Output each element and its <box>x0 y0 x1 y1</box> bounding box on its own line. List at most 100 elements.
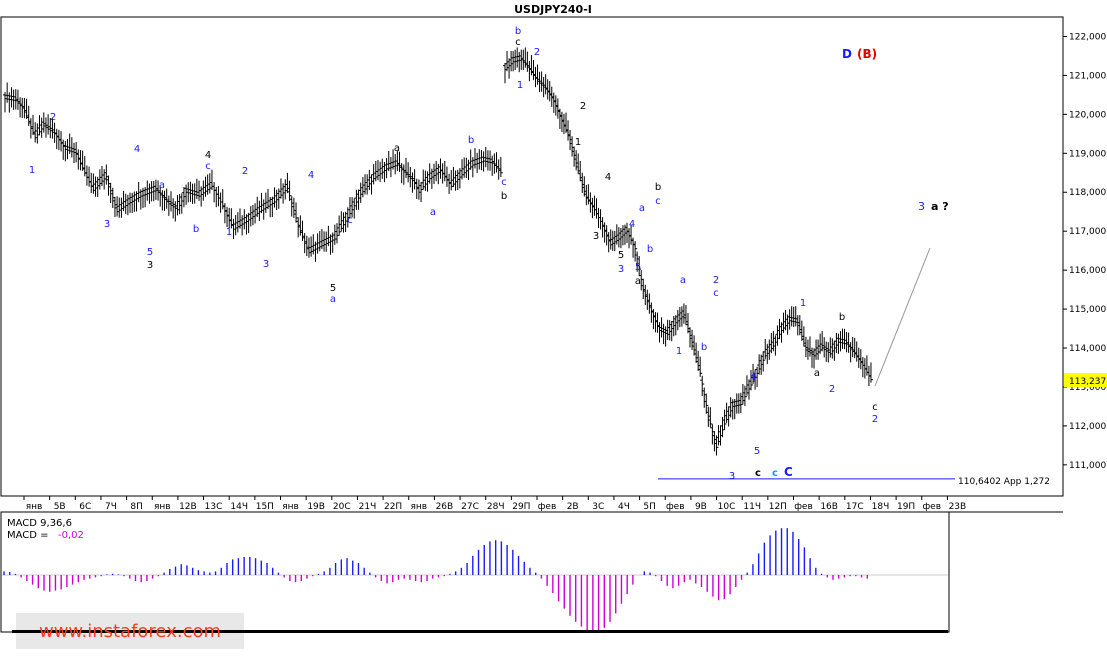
chart-title: USDJPY240-I <box>514 3 592 16</box>
wave-count-mark: 2 <box>829 384 835 395</box>
current-price-label: 113,237 <box>1069 377 1106 387</box>
time-tick-label: 3С <box>592 502 604 512</box>
wave-count-mark: 3 <box>593 231 599 242</box>
price-tick-label: 120,000 <box>1069 110 1106 120</box>
wave-count-mark: 5 <box>618 250 624 261</box>
wave-count-mark: 1 <box>800 298 806 309</box>
wave-label-c-cyan: c <box>772 468 778 479</box>
time-tick-label: 17С <box>846 502 864 512</box>
time-tick-label: фев <box>922 502 941 512</box>
wave-count-mark: 1 <box>517 80 523 91</box>
price-tick-label: 112,000 <box>1069 422 1106 432</box>
time-tick-label: 21Ч <box>359 502 377 512</box>
wave-count-mark: a <box>430 207 436 218</box>
wave-count-mark: 3 <box>729 471 735 482</box>
price-tick-label: 116,000 <box>1069 266 1106 276</box>
wave-count-mark: c <box>515 37 521 48</box>
time-tick-label: 23В <box>949 502 967 512</box>
time-tick-label: 14Ч <box>230 502 248 512</box>
macd-histogram <box>3 528 868 633</box>
wave-count-mark: a <box>394 143 400 154</box>
watermark-text: www.instaforex.com <box>39 621 221 642</box>
wave-count-mark: 4 <box>750 372 756 383</box>
wave-count-mark: c <box>872 402 878 413</box>
wave-count-mark: a <box>814 368 820 379</box>
time-tick-label: 12В <box>179 502 197 512</box>
wave-count-annotations: 123453ab4c12345acaabcbbc12213453a4ab5cba… <box>29 26 878 482</box>
wave-count-mark: 1 <box>226 227 232 238</box>
price-tick-label: 115,000 <box>1069 305 1106 315</box>
price-tick-label: 114,000 <box>1069 344 1106 354</box>
price-tick-label: 122,000 <box>1069 32 1106 42</box>
time-tick-label: 22П <box>384 502 402 512</box>
wave-label-a-question: a ? <box>931 200 949 213</box>
wave-count-mark: 2 <box>50 112 56 123</box>
macd-label: MACD 9,36,6 <box>7 518 72 529</box>
price-tick-label: 119,000 <box>1069 149 1106 159</box>
wave-count-mark: 1 <box>29 165 35 176</box>
wave-count-mark: 4 <box>205 150 211 161</box>
wave-count-mark: c <box>713 288 719 299</box>
macd-value-prefix: MACD = <box>7 530 49 541</box>
price-axis-ticks: 122,000 121,000 120,000 119,000 118,000 117,0… <box>1063 32 1106 471</box>
wave-count-mark: 5 <box>330 283 336 294</box>
wave-count-mark: 2 <box>580 101 586 112</box>
wave-label-big-c: C <box>784 465 793 479</box>
time-tick-label: 6С <box>79 502 91 512</box>
time-tick-label: янв <box>282 502 299 512</box>
current-price-box <box>1064 373 1107 387</box>
projection-line <box>874 247 931 387</box>
time-tick-label: 4Ч <box>618 502 630 512</box>
wave-count-mark: 2 <box>242 166 248 177</box>
time-tick-label: 28Ч <box>487 502 505 512</box>
wave-count-mark: b <box>193 224 199 235</box>
wave-count-mark: 4 <box>134 144 140 155</box>
wave-count-mark: c <box>501 177 507 188</box>
wave-count-mark: 4 <box>605 172 611 183</box>
time-tick-label: 8П <box>130 502 143 512</box>
support-line-label: 110,6402 App 1,272 <box>958 477 1050 487</box>
wave-count-mark: a <box>330 294 336 305</box>
wave-count-mark: 4 <box>629 219 635 230</box>
wave-count-mark: 1 <box>676 346 682 357</box>
wave-label-b-paren: (B) <box>857 47 877 61</box>
time-tick-label: фев <box>794 502 813 512</box>
wave-count-mark: 1 <box>575 137 581 148</box>
wave-count-mark: c <box>205 161 211 172</box>
wave-count-mark: c <box>347 215 353 226</box>
time-tick-label: 7Ч <box>105 502 117 512</box>
wave-label-3: 3 <box>918 200 925 213</box>
wave-count-mark: a <box>159 180 165 191</box>
macd-value: -0,02 <box>58 530 84 541</box>
wave-count-mark: b <box>839 312 845 323</box>
time-tick-label: 13С <box>205 502 223 512</box>
wave-count-mark: 3 <box>618 264 624 275</box>
time-tick-label: 27С <box>461 502 479 512</box>
wave-count-mark: a <box>680 275 686 286</box>
time-tick-label: 9В <box>695 502 707 512</box>
price-tick-label: 121,000 <box>1069 71 1106 81</box>
wave-count-mark: c <box>655 196 661 207</box>
time-tick-label: 20С <box>333 502 351 512</box>
wave-count-mark: 4 <box>308 170 314 181</box>
time-tick-label: янв <box>154 502 171 512</box>
time-tick-label: 10С <box>718 502 736 512</box>
time-tick-label: янв <box>410 502 427 512</box>
wave-count-mark: b <box>701 342 707 353</box>
wave-count-mark: a <box>639 203 645 214</box>
time-tick-label: 16В <box>820 502 838 512</box>
time-tick-label: янв <box>26 502 43 512</box>
wave-count-mark: b <box>647 244 653 255</box>
wave-count-mark: 2 <box>534 47 540 58</box>
time-tick-label: 19В <box>307 502 325 512</box>
wave-label-c-black: c <box>755 468 761 479</box>
time-tick-label: фев <box>666 502 685 512</box>
price-tick-label: 117,000 <box>1069 227 1106 237</box>
price-tick-label: 118,000 <box>1069 188 1106 198</box>
time-tick-label: 11Ч <box>743 502 761 512</box>
wave-count-mark: 3 <box>147 260 153 271</box>
wave-count-mark: 2 <box>872 414 878 425</box>
time-tick-label: 15П <box>256 502 274 512</box>
